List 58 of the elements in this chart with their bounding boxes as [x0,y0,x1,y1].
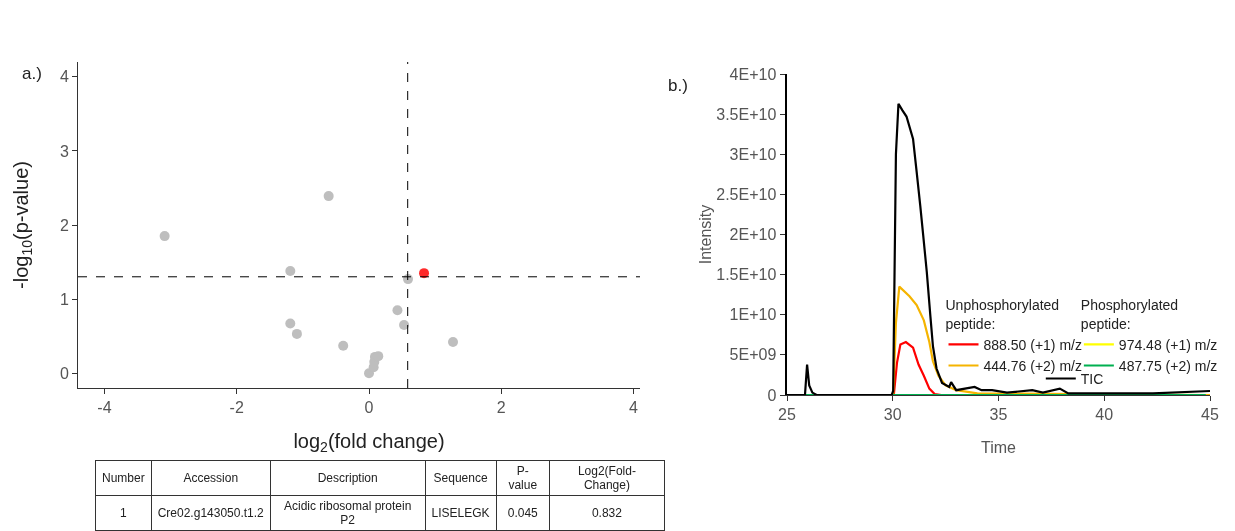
point [159,231,170,242]
x-tick-label: -4 [97,399,112,417]
text: Log2(Fold-Change) [549,460,665,496]
y-tick-label: 3E+10 [729,145,777,163]
y-tick-label: 2 [59,216,69,234]
annotation: Unphosphorylated peptide: [945,297,1060,332]
text: Sequence [425,460,497,496]
x-tick-label: 4 [629,399,639,417]
text: 1 [95,495,152,531]
text: Acidic ribosomal protein P2 [270,495,426,531]
x-tick-label: -2 [229,399,244,417]
point [392,305,403,316]
legend-label: TIC [1080,370,1104,387]
text: 0.832 [549,495,665,531]
y-tick-label: 1E+10 [729,306,777,324]
legend-label: 444.76 (+2) m/z [983,357,1082,374]
text: b.) [668,76,688,95]
point [419,268,430,279]
y-axis-title: Intensity [697,204,715,265]
y-tick-label: 3.5E+10 [716,105,777,123]
x-axis-title: Time [981,439,1017,456]
point [399,320,410,331]
x-tick-label: 30 [883,406,902,424]
x-tick-label: 40 [1095,406,1114,424]
y-tick-label: 1 [59,290,69,308]
x-tick-label: 25 [778,406,796,424]
y-tick-label: 1.5E+10 [716,266,777,284]
legend-label: 487.75 (+2) m/z [1118,357,1218,374]
x-tick-label: 2 [496,399,506,417]
text: P-value [496,460,550,496]
point [338,340,349,351]
y-tick-label: 0 [767,386,777,404]
legend-label: 974.48 (+1) m/z [1118,336,1218,353]
point [447,337,458,348]
y-tick-label: 4 [59,68,69,86]
point [323,191,334,202]
annotation: Phosphorylated peptide: [1080,297,1179,332]
text: Description [270,460,426,496]
x-tick-label: 0 [364,399,374,417]
x-axis-title: log$_{2}$(fold change) [293,429,445,455]
x-tick-label: 35 [989,406,1008,424]
legend-label: 888.50 (+1) m/z [983,336,1082,353]
text: LISELEGK [425,495,497,531]
text: Cre02.g143050.t1.2 [151,495,271,531]
text: Accession [151,460,271,496]
text: a.) [22,64,42,83]
y-tick-label: 5E+09 [729,346,777,364]
point [285,318,296,329]
text: 0.045 [496,495,550,531]
y-tick-label: 0 [59,364,69,382]
x-tick-label: 45 [1201,406,1219,424]
y-tick-label: 4E+10 [729,65,777,83]
y-tick-label: 3 [59,142,69,160]
y-tick-label: 2E+10 [729,226,777,244]
y-tick-label: 2.5E+10 [716,185,777,203]
text: Number [95,460,152,496]
point [285,265,296,276]
point [291,328,302,339]
